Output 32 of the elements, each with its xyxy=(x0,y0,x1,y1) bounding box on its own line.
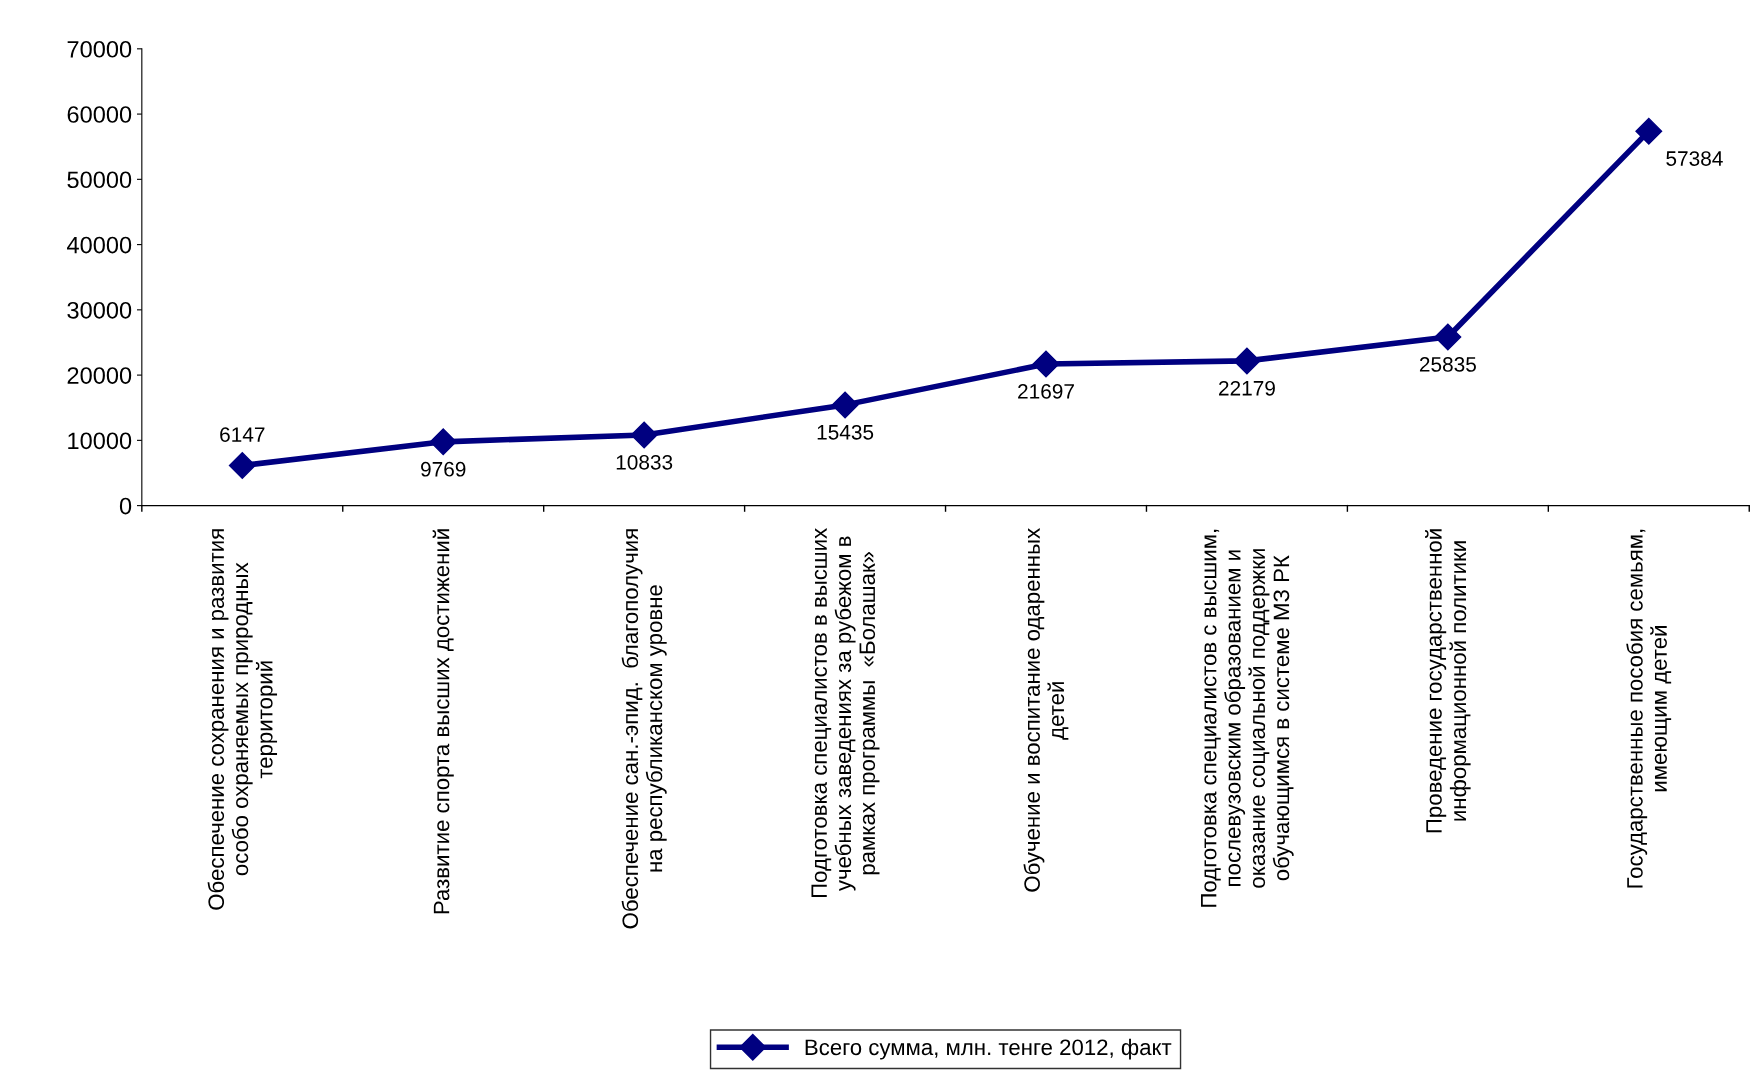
data-label: 6147 xyxy=(220,427,265,442)
point xyxy=(1032,350,1060,378)
data-label: 57384 xyxy=(1666,151,1723,166)
data-label: 25835 xyxy=(1419,357,1476,372)
point xyxy=(630,421,658,449)
point xyxy=(831,391,859,419)
x-tick-label: Подготовка специалистов в высших учебных заведениях за рубежом в рамках программы «Болашак» xyxy=(811,528,880,898)
data-label: 9769 xyxy=(421,461,466,477)
y-tick-label: 10000 xyxy=(68,432,132,450)
x-tick-label: Обучение и воспитание одаренных детей xyxy=(1023,528,1069,892)
data-label: 15435 xyxy=(817,424,874,440)
y-tick-label: 40000 xyxy=(67,236,132,254)
point xyxy=(429,428,457,456)
x-tick-label: Государственные пособия семьям, имеющим детей xyxy=(1626,529,1672,888)
y-tick-label: 50000 xyxy=(67,171,132,189)
point xyxy=(228,452,256,479)
legend-label: Всего сумма, млн. тенге 2012, факт xyxy=(805,1038,1172,1060)
point xyxy=(1434,323,1462,351)
y-tick-label: 60000 xyxy=(67,106,132,123)
x-tick-label: Обеспечение сохранения и развития особо охраняемых природных территорий xyxy=(207,529,278,910)
y-tick-label: 0 xyxy=(119,497,132,515)
data-label: 10833 xyxy=(616,454,673,470)
y-tick-label: 70000 xyxy=(67,40,132,58)
data-label: 21697 xyxy=(1018,384,1074,399)
x-tick-label: Развитие спорта высших достижений xyxy=(432,529,454,914)
data-label: 22179 xyxy=(1219,380,1275,396)
y-tick-label: 20000 xyxy=(67,367,132,384)
point xyxy=(1635,117,1663,145)
point xyxy=(1233,347,1261,375)
x-tick-label: Обеспечение сан.-эпид. благополучия на республиканском уровне xyxy=(621,529,667,929)
y-tick-label: 30000 xyxy=(67,301,132,319)
x-tick-label: Подготовка специалистов с высшим, послевузовским образованием и оказание социальной поддержки обучающимся в системе МЗ РК xyxy=(1201,529,1294,907)
